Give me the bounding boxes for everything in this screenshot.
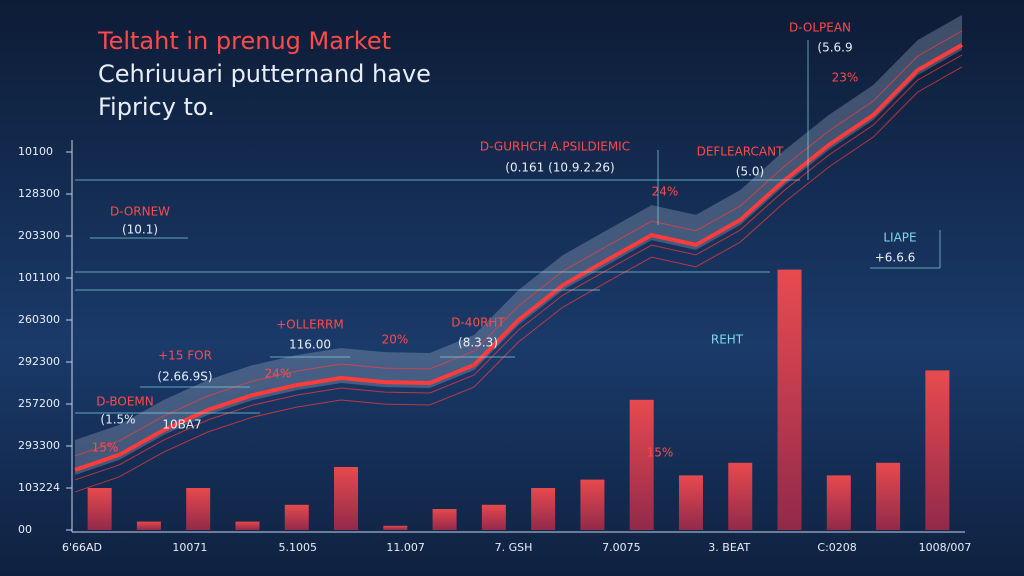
annotation: (8.3.3) bbox=[458, 336, 498, 350]
annotation: 20% bbox=[382, 333, 409, 347]
annotation: REHT bbox=[711, 333, 744, 347]
y-tick-label: 128300 bbox=[18, 187, 60, 200]
x-tick-label: 7. GSH bbox=[495, 541, 533, 554]
bar bbox=[284, 504, 309, 530]
annotation: 15% bbox=[92, 441, 119, 455]
annotation: DEFLEARCANT bbox=[697, 145, 785, 159]
annotation: 24% bbox=[265, 367, 292, 381]
annotation: (5.0) bbox=[736, 165, 764, 179]
y-tick-label: 101100 bbox=[18, 271, 60, 284]
annotation: D-BOEMN bbox=[96, 395, 154, 409]
y-tick-label: 00 bbox=[18, 523, 32, 536]
annotation: D-40RHT bbox=[451, 316, 505, 330]
chart-title: Teltaht in prenug Market bbox=[97, 27, 391, 55]
annotation: (2.66.9S) bbox=[157, 370, 212, 384]
bar bbox=[777, 269, 802, 530]
y-tick-label: 292300 bbox=[18, 355, 60, 368]
annotation: 23% bbox=[832, 71, 859, 85]
annotation: 116.00 bbox=[289, 338, 331, 352]
bar bbox=[876, 462, 901, 530]
aux-line bbox=[74, 30, 963, 457]
x-tick-label: 11.007 bbox=[386, 541, 425, 554]
y-tick-label: 103224 bbox=[18, 481, 60, 494]
bar bbox=[728, 462, 753, 530]
bar bbox=[580, 479, 605, 530]
annotation: +OLLERRM bbox=[276, 318, 343, 332]
y-tick-label: 203300 bbox=[18, 229, 60, 242]
annotation: (10.1) bbox=[122, 223, 158, 237]
annotation: (0.161 (10.9.2.26) bbox=[505, 161, 614, 175]
annotation: +15 FOR bbox=[158, 349, 212, 363]
x-tick-label: 3. BEAT bbox=[708, 541, 750, 554]
x-tick-label: 7.0075 bbox=[602, 541, 641, 554]
x-tick-label: 6'66AD bbox=[62, 541, 102, 554]
band-area bbox=[75, 14, 962, 475]
bar bbox=[136, 521, 161, 530]
annotation: (1.5% bbox=[100, 413, 135, 427]
bar bbox=[925, 370, 950, 530]
aux-line bbox=[74, 66, 963, 493]
bar bbox=[87, 488, 112, 530]
x-tick-label: 5.1005 bbox=[279, 541, 318, 554]
aux-line bbox=[74, 54, 963, 481]
subtitle: Cehriuuari putternand have bbox=[98, 60, 431, 88]
bar bbox=[186, 488, 211, 530]
line bbox=[74, 43, 963, 472]
y-tick-label: 260300 bbox=[18, 313, 60, 326]
x-tick-label: C:0208 bbox=[817, 541, 856, 554]
annotation: D-GURHCH A.PSILDIEMIC bbox=[480, 140, 630, 154]
bar bbox=[826, 475, 851, 530]
y-tick-label: 257200 bbox=[18, 397, 60, 410]
annotation: D-OLPEAN bbox=[789, 21, 851, 35]
bar bbox=[383, 525, 408, 530]
annotation: +6.6.6 bbox=[875, 251, 916, 265]
x-tick-label: 1008/007 bbox=[919, 541, 972, 554]
annotation: 10BA7 bbox=[162, 418, 201, 432]
annotation: 15% bbox=[647, 446, 674, 460]
bar bbox=[235, 521, 260, 530]
annotation: (5.6.9 bbox=[817, 41, 852, 55]
bar bbox=[334, 467, 359, 530]
y-tick-label: 10100 bbox=[18, 145, 53, 158]
bar bbox=[481, 504, 506, 530]
x-tick-label: 10071 bbox=[172, 541, 207, 554]
annotation: LIAPE bbox=[883, 231, 916, 245]
bar bbox=[629, 399, 654, 530]
annotation: 24% bbox=[652, 185, 679, 199]
bar bbox=[678, 475, 703, 530]
y-tick-label: 293300 bbox=[18, 439, 60, 452]
bar bbox=[531, 488, 556, 530]
bar bbox=[432, 509, 457, 530]
subtitle: Fipricy to. bbox=[98, 93, 215, 121]
annotation: D-ORNEW bbox=[110, 205, 170, 219]
